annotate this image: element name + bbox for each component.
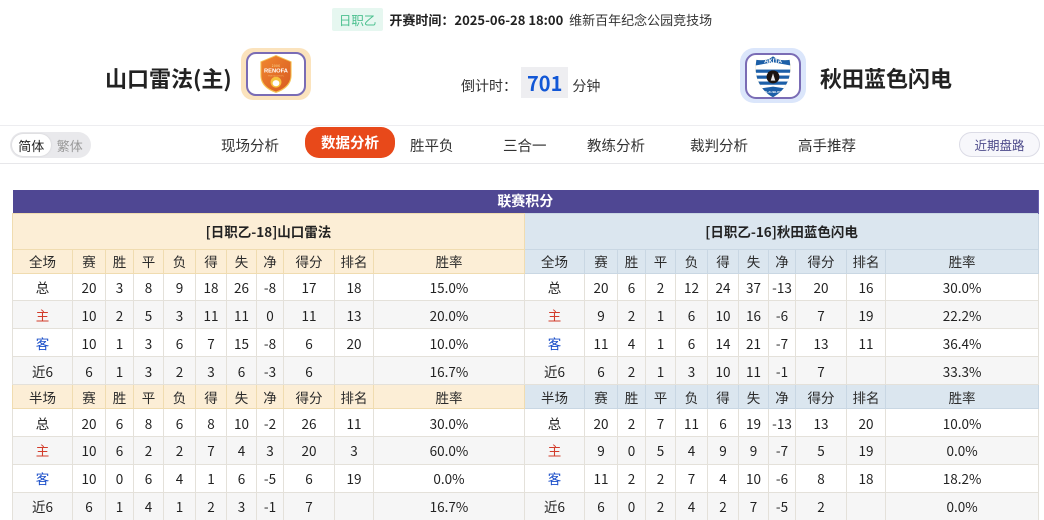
- svg-text:2006: 2006: [272, 63, 281, 68]
- svg-text:BLAUBLITZ: BLAUBLITZ: [764, 90, 782, 94]
- svg-text:AKITA: AKITA: [764, 59, 782, 65]
- svg-text:RENOFA: RENOFA: [264, 69, 288, 75]
